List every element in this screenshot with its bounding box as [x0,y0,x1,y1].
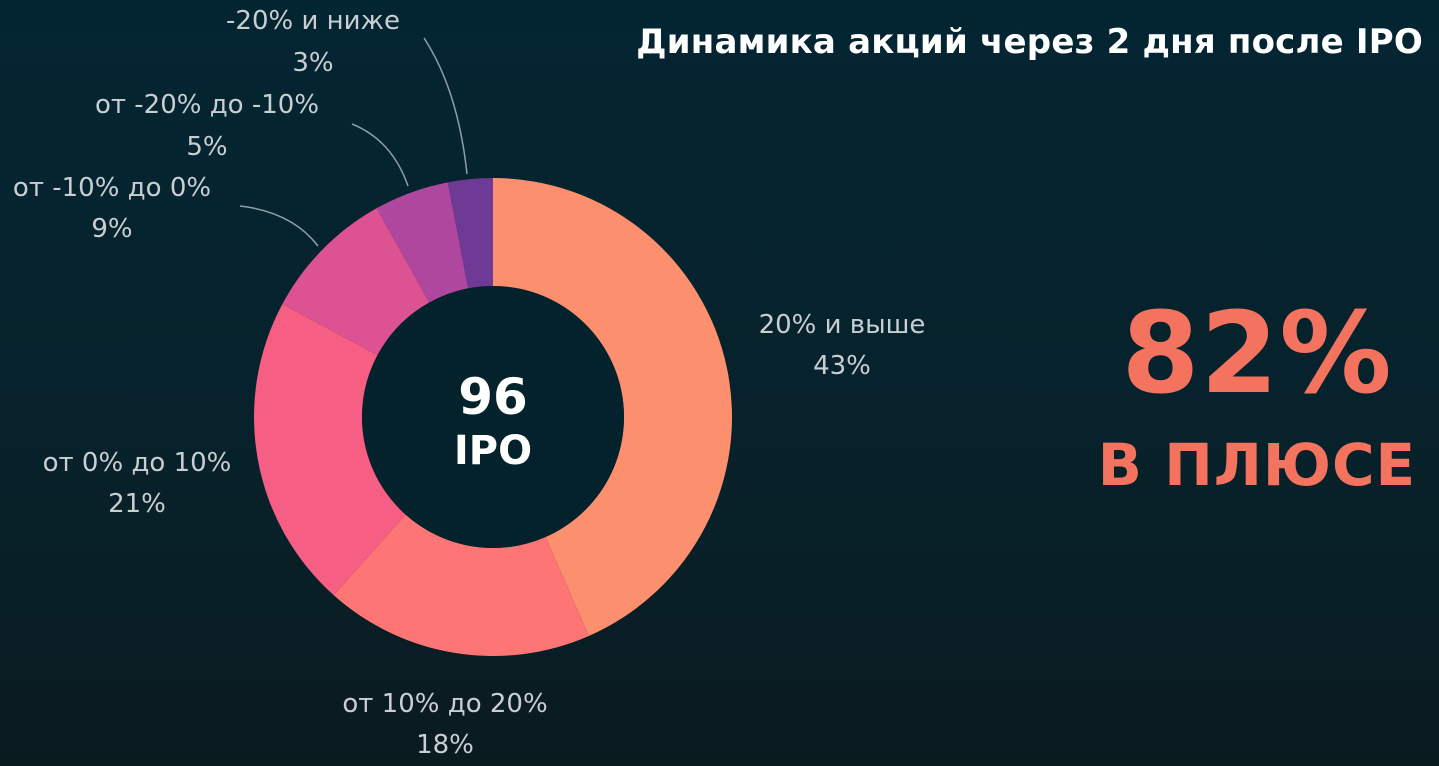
slice-label: от -20% до -10% [95,90,319,120]
slice-value-label: 5% [186,132,227,162]
donut-slice [447,178,493,289]
donut-slice [333,514,589,656]
center-unit: IPO [454,428,532,474]
slice-label: от 0% до 10% [43,448,232,478]
donut-slice [376,182,469,303]
slice-value-label: 43% [813,351,871,381]
slice-label: от 10% до 20% [342,689,547,719]
chart-title: Динамика акций через 2 дня после IPO [636,22,1423,62]
donut-slice [282,208,430,356]
donut-slice [493,178,732,636]
highlight-value: 82% [1121,289,1393,419]
leader-line [423,37,468,175]
slice-label: -20% и ниже [226,6,400,36]
center-count: 96 [458,368,528,426]
leader-lines [239,37,468,247]
slice-value-label: 9% [91,214,132,244]
highlight-label: В ПЛЮСЕ [1097,431,1417,499]
leader-line [351,123,409,187]
slice-value-label: 3% [292,48,333,78]
donut-hole [362,286,624,548]
slice-label: от -10% до 0% [13,173,211,203]
donut-slice [253,304,406,596]
slice-label: 20% и выше [759,310,926,340]
slice-value-label: 21% [108,489,166,519]
donut-slices [253,178,732,656]
slice-value-label: 18% [416,730,474,760]
leader-line [239,205,319,247]
slice-labels: 20% и выше 43% от 10% до 20% 18% от 0% до 10… [13,6,926,760]
